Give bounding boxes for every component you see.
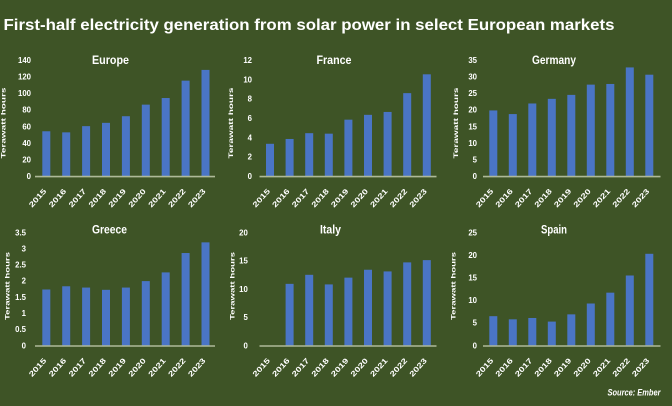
svg-text:60: 60: [22, 122, 31, 131]
svg-text:5: 5: [473, 155, 478, 164]
svg-text:5: 5: [473, 319, 478, 328]
svg-text:Spain: Spain: [541, 223, 567, 237]
svg-text:0: 0: [27, 172, 32, 181]
svg-text:120: 120: [18, 73, 32, 82]
svg-text:8: 8: [248, 95, 253, 104]
svg-text:Terawatt hours: Terawatt hours: [1, 87, 8, 158]
svg-text:2: 2: [22, 277, 27, 286]
svg-text:0: 0: [473, 341, 478, 350]
svg-text:15: 15: [468, 274, 477, 283]
svg-text:Germany: Germany: [532, 53, 576, 67]
svg-text:10: 10: [239, 285, 248, 294]
svg-text:0.5: 0.5: [15, 325, 27, 334]
svg-text:20: 20: [468, 106, 477, 115]
svg-text:15: 15: [239, 257, 248, 266]
svg-text:2: 2: [248, 153, 253, 162]
svg-text:3: 3: [22, 244, 27, 253]
svg-text:4: 4: [248, 133, 253, 142]
svg-text:40: 40: [22, 139, 31, 148]
svg-text:Terawatt hours: Terawatt hours: [228, 87, 235, 158]
svg-text:140: 140: [18, 56, 32, 65]
svg-text:0: 0: [248, 172, 253, 181]
svg-text:1.5: 1.5: [15, 293, 27, 302]
svg-text:France: France: [317, 53, 352, 67]
svg-text:20: 20: [468, 251, 477, 260]
svg-text:Italy: Italy: [320, 223, 341, 237]
svg-text:0: 0: [243, 341, 248, 350]
svg-text:30: 30: [468, 73, 477, 82]
svg-text:10: 10: [468, 139, 477, 148]
svg-text:Europe: Europe: [92, 53, 129, 67]
svg-text:12: 12: [243, 56, 252, 65]
svg-text:25: 25: [468, 89, 477, 98]
svg-text:1: 1: [22, 309, 27, 318]
svg-text:100: 100: [18, 89, 32, 98]
svg-text:Terawatt hours: Terawatt hours: [5, 252, 12, 320]
svg-text:5: 5: [243, 313, 248, 322]
svg-text:2.5: 2.5: [15, 261, 27, 270]
svg-text:10: 10: [243, 75, 252, 84]
svg-text:10: 10: [468, 296, 477, 305]
svg-text:25: 25: [468, 228, 477, 237]
svg-text:20: 20: [22, 155, 31, 164]
svg-text:Terawatt hours: Terawatt hours: [451, 252, 458, 320]
svg-text:Greece: Greece: [92, 223, 127, 237]
svg-text:Source: Ember: Source: Ember: [608, 387, 661, 397]
svg-text:15: 15: [468, 122, 477, 131]
svg-text:6: 6: [248, 114, 253, 123]
svg-text:3.5: 3.5: [15, 228, 27, 237]
svg-text:First-half electricity generat: First-half electricity generation from s…: [4, 17, 615, 34]
svg-text:20: 20: [239, 228, 248, 237]
svg-text:35: 35: [468, 56, 477, 65]
svg-text:Terawatt hours: Terawatt hours: [230, 252, 237, 320]
svg-text:0: 0: [473, 172, 478, 181]
svg-text:Terawatt hours: Terawatt hours: [453, 87, 460, 158]
svg-text:80: 80: [22, 106, 31, 115]
svg-text:0: 0: [22, 341, 27, 350]
